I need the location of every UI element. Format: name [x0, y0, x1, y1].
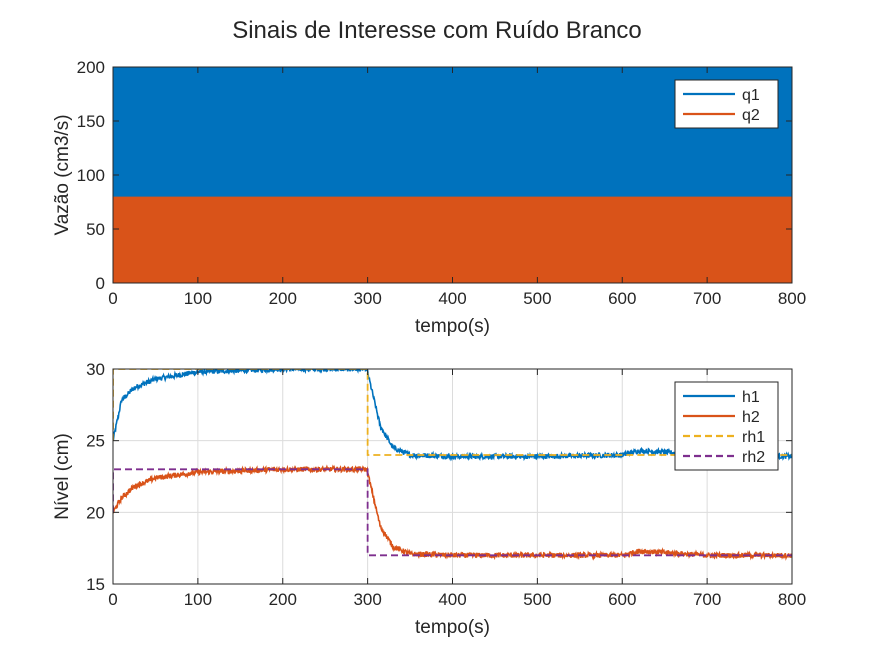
legend-box [674, 79, 779, 129]
legend-label-rh2: rh2 [742, 449, 765, 466]
legend-label-rh1: rh1 [742, 429, 765, 446]
y-tick-label: 50 [86, 220, 105, 239]
x-tick-label: 300 [353, 590, 381, 609]
legend-label-h2: h2 [742, 409, 760, 426]
x-tick-label: 400 [438, 590, 466, 609]
y-tick-label: 20 [86, 503, 105, 522]
figure-title: Sinais de Interesse com Ruído Branco [232, 17, 642, 44]
level-subplot: 0 100 200 300 400 500 600 700 800 15 20 25 30 tempo(s… [52, 360, 806, 638]
x-tick-label: 800 [778, 590, 806, 609]
x-axis-label: tempo(s) [415, 316, 490, 337]
x-tick-label: 500 [523, 289, 551, 308]
y-tick-label: 25 [86, 432, 105, 451]
y-tick-label: 150 [77, 112, 105, 131]
y-tick-label: 30 [86, 360, 105, 379]
x-tick-label: 500 [523, 590, 551, 609]
x-tick-label: 400 [438, 289, 466, 308]
x-tick-label: 800 [778, 289, 806, 308]
legend-label-q1: q1 [742, 87, 760, 104]
x-axis-label: tempo(s) [415, 617, 490, 638]
x-tick-label: 600 [608, 590, 636, 609]
y-axis-label: Vazão (cm3/s) [52, 114, 73, 235]
y-tick-label: 0 [96, 274, 105, 293]
x-tick-label: 600 [608, 289, 636, 308]
legend-label-q2: q2 [742, 107, 760, 124]
x-tick-label: 700 [693, 590, 721, 609]
x-tick-label: 200 [269, 590, 297, 609]
legend: h1 h2 rh1 rh2 [674, 381, 779, 471]
series-rh1 [113, 369, 792, 456]
y-tick-label: 15 [86, 575, 105, 594]
y-tick-label: 100 [77, 166, 105, 185]
x-tick-label: 0 [108, 590, 117, 609]
y-axis-label: Nível (cm) [52, 433, 73, 520]
flow-subplot: 0 100 200 300 400 500 600 700 800 0 50 100 150 200 tem… [52, 58, 806, 337]
y-tick-label: 200 [77, 58, 105, 77]
x-tick-label: 200 [269, 289, 297, 308]
x-tick-label: 0 [108, 289, 117, 308]
legend-label-h1: h1 [742, 389, 760, 406]
x-tick-label: 300 [353, 289, 381, 308]
series-rh2 [113, 468, 792, 557]
x-tick-label: 100 [184, 289, 212, 308]
x-tick-label: 100 [184, 590, 212, 609]
series-q2 [113, 196, 792, 283]
x-tick-label: 700 [693, 289, 721, 308]
series-group [113, 67, 792, 283]
